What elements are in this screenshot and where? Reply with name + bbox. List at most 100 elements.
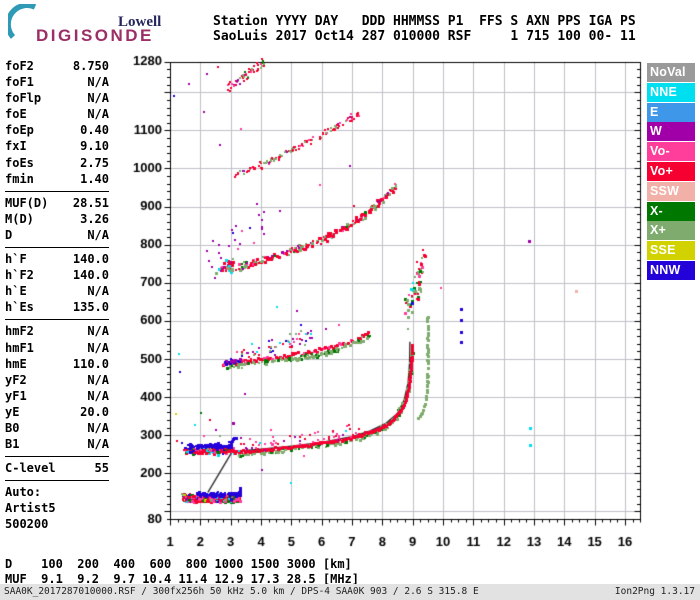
parameter-value: 140.0 (72, 252, 109, 267)
legend-panel: NoVal NNE E W Vo- Vo+ SSW X- X+ SSE NNW (647, 63, 695, 281)
parameter-row: foFlp N/A (5, 90, 109, 106)
parameter-row: yE 20.0 (5, 404, 109, 420)
parameter-label: h`Es (5, 300, 34, 315)
parameter-row: foE N/A (5, 106, 109, 122)
parameter-label: MUF(D) (5, 195, 49, 210)
parameter-row: 500200 (5, 516, 109, 532)
parameter-value: 8.750 (72, 59, 109, 73)
parameter-label: D (5, 227, 13, 242)
parameter-row: D N/A (5, 227, 109, 243)
parameter-label: foE (5, 107, 27, 122)
parameter-row: hmE 110.0 (5, 356, 109, 372)
parameter-panel: foF2 8.750 foF1 N/A foFlp N/A foE N/A foEp 0.40 fx… (5, 58, 109, 533)
parameter-label: h`F2 (5, 268, 34, 283)
legend-item-w: W (647, 122, 695, 142)
parameter-value: 2.75 (80, 155, 109, 170)
parameter-row: Artist5 (5, 500, 109, 516)
parameter-value: 135.0 (72, 300, 109, 315)
legend-item-e: E (647, 102, 695, 122)
parameter-row: yF2 N/A (5, 372, 109, 388)
parameter-row: MUF(D) 28.51 (5, 195, 109, 211)
parameter-label: fmin (5, 171, 34, 186)
parameter-row: foEs 2.75 (5, 155, 109, 171)
parameter-separator (5, 247, 109, 249)
legend-item-x: X+ (647, 221, 695, 241)
parameter-row: C-level 55 (5, 460, 109, 476)
logo-arc-icon (8, 4, 37, 39)
parameter-value: N/A (87, 227, 109, 242)
parameter-label: 500200 (5, 517, 49, 532)
status-program-version: Ion2Png 1.3.17 (614, 586, 695, 597)
parameter-row: foF2 8.750 (5, 58, 109, 74)
parameter-label: M(D) (5, 211, 34, 226)
parameter-value: N/A (87, 420, 109, 435)
parameter-label: yE (5, 404, 20, 419)
parameter-row: fxI 9.10 (5, 138, 109, 154)
parameter-value: N/A (87, 324, 109, 339)
logo-lowell-text: Lowell (118, 14, 162, 30)
muf-row: MUF 9.1 9.2 9.7 10.4 11.4 12.9 17.3 28.5… (5, 572, 360, 586)
parameter-label: Auto: (5, 485, 42, 500)
parameter-row: h`F 140.0 (5, 251, 109, 267)
logo-digisonde-text: DIGISONDE (36, 26, 154, 45)
parameter-value: 55 (94, 461, 109, 476)
parameter-value: N/A (87, 75, 109, 90)
header-text: Station YYYY DAY DDD HHMMSS P1 FFS S AXN… (213, 14, 636, 44)
legend-item-nnw: NNW (647, 260, 695, 280)
parameter-row: h`E N/A (5, 283, 109, 299)
parameter-value: N/A (87, 91, 109, 106)
parameter-separator (5, 190, 109, 192)
parameter-value: N/A (87, 437, 109, 452)
header-line1: Station YYYY DAY DDD HHMMSS P1 FFS S AXN… (213, 14, 636, 29)
legend-item-vo: Vo- (647, 142, 695, 162)
parameter-value: 140.0 (72, 268, 109, 283)
parameter-value: 20.0 (80, 404, 109, 419)
parameter-row: foEp 0.40 (5, 122, 109, 138)
parameter-label: foFlp (5, 91, 42, 106)
parameter-label: h`F (5, 252, 27, 267)
parameter-row: foF1 N/A (5, 74, 109, 90)
legend-item-x: X- (647, 201, 695, 221)
status-bar: SAA0K_2017287010000.RSF / 300fx256h 50 k… (0, 584, 700, 600)
parameter-row: Auto: (5, 484, 109, 500)
parameter-label: B1 (5, 437, 20, 452)
legend-item-sse: SSE (647, 241, 695, 261)
distance-row: D 100 200 400 600 800 1000 1500 3000 [km… (5, 557, 352, 571)
legend-item-vo: Vo+ (647, 161, 695, 181)
parameter-label: foEp (5, 123, 34, 138)
parameter-label: Artist5 (5, 501, 56, 516)
parameter-value: N/A (87, 340, 109, 355)
parameter-label: foF2 (5, 59, 34, 73)
parameter-value: 1.40 (80, 171, 109, 186)
parameter-label: h`E (5, 284, 27, 299)
parameter-row: h`Es 135.0 (5, 299, 109, 315)
parameter-label: yF1 (5, 388, 27, 403)
parameter-value: 9.10 (80, 139, 109, 154)
parameter-row: B0 N/A (5, 420, 109, 436)
parameter-label: hmF1 (5, 340, 34, 355)
parameter-row: fmin 1.40 (5, 171, 109, 187)
parameter-value: N/A (87, 284, 109, 299)
parameter-row: M(D) 3.26 (5, 211, 109, 227)
parameter-value: N/A (87, 388, 109, 403)
parameter-value: N/A (87, 372, 109, 387)
parameter-separator (5, 480, 109, 482)
parameter-row: B1 N/A (5, 436, 109, 452)
parameter-label: C-level (5, 461, 56, 476)
parameter-value: 28.51 (72, 195, 109, 210)
parameter-value: N/A (87, 107, 109, 122)
parameter-label: hmF2 (5, 324, 34, 339)
parameter-value: 110.0 (72, 356, 109, 371)
parameter-label: foEs (5, 155, 34, 170)
legend-item-nne: NNE (647, 82, 695, 102)
parameter-row: h`F2 140.0 (5, 267, 109, 283)
parameter-row: hmF2 N/A (5, 323, 109, 339)
parameter-label: hmE (5, 356, 27, 371)
parameter-label: fxI (5, 139, 27, 154)
parameter-value: 0.40 (80, 123, 109, 138)
parameter-separator (5, 319, 109, 321)
parameter-row: hmF1 N/A (5, 340, 109, 356)
parameter-label: foF1 (5, 75, 34, 90)
